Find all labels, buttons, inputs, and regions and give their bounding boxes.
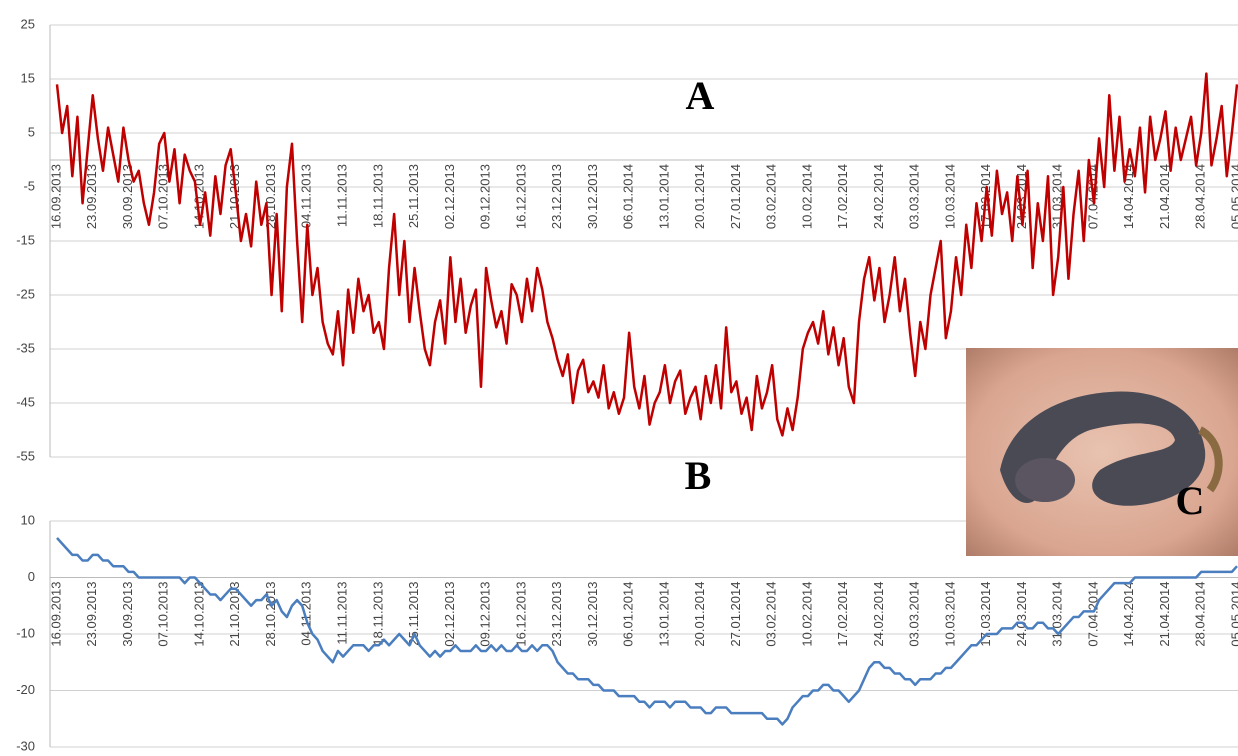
panel-label: C	[1176, 478, 1205, 523]
x-tick-label: 03.02.2014	[764, 582, 779, 647]
y-tick-label: -45	[16, 394, 35, 409]
x-tick-label: 10.02.2014	[799, 582, 814, 647]
x-tick-label: 13.01.2014	[656, 164, 671, 229]
x-tick-label: 07.10.2013	[156, 582, 171, 647]
x-tick-label: 16.09.2013	[48, 164, 63, 229]
x-tick-label: 16.12.2013	[513, 164, 528, 229]
x-tick-label: 09.12.2013	[478, 582, 493, 647]
y-tick-label: 5	[28, 124, 35, 139]
x-tick-label: 03.03.2014	[907, 164, 922, 229]
x-tick-label: 23.09.2013	[84, 582, 99, 647]
x-tick-label: 20.01.2014	[692, 582, 707, 647]
x-tick-label: 10.03.2014	[942, 164, 957, 229]
x-tick-label: 02.12.2013	[442, 164, 457, 229]
x-tick-label: 14.10.2013	[191, 582, 206, 647]
y-tick-label: -10	[16, 625, 35, 640]
x-tick-label: 02.12.2013	[442, 582, 457, 647]
x-tick-label: 13.01.2014	[656, 582, 671, 647]
y-tick-label: -15	[16, 232, 35, 247]
x-tick-label: 06.01.2014	[621, 582, 636, 647]
y-tick-label: 25	[21, 16, 35, 31]
x-tick-label: 21.04.2014	[1157, 582, 1172, 647]
x-tick-label: 14.04.2014	[1121, 582, 1136, 647]
x-tick-label: 24.02.2014	[871, 582, 886, 647]
x-tick-label: 18.11.2013	[370, 164, 385, 228]
figure: 25 15 5 -5 -15 -25 -35 -45 -55 16.09.2013 23.09.20…	[0, 0, 1238, 756]
x-tick-label: 16.12.2013	[513, 582, 528, 647]
y-tick-label: -20	[16, 682, 35, 697]
x-tick-label: 27.01.2014	[728, 582, 743, 647]
salamander-head	[1015, 458, 1075, 502]
panel-label: B	[685, 453, 712, 498]
x-tick-label: 11.11.2013	[334, 582, 349, 645]
x-tick-label: 20.01.2014	[692, 164, 707, 229]
x-tick-label: 25.11.2013	[406, 164, 421, 228]
x-tick-label: 10.02.2014	[799, 164, 814, 229]
x-tick-label: 07.04.2014	[1085, 582, 1100, 647]
x-tick-label: 30.12.2013	[585, 164, 600, 229]
x-tick-label: 04.11.2013	[299, 164, 314, 228]
x-tick-label: 03.03.2014	[907, 582, 922, 647]
x-tick-label: 05.05.2014	[1228, 582, 1238, 647]
x-tick-label: 10.03.2014	[942, 582, 957, 647]
x-tick-label: 24.02.2014	[871, 164, 886, 229]
x-tick-label: 04.11.2013	[299, 582, 314, 646]
x-tick-label: 28.04.2014	[1193, 164, 1208, 229]
x-tick-label: 30.09.2013	[120, 582, 135, 647]
x-tick-label: 16.09.2013	[48, 582, 63, 647]
x-tick-label: 06.01.2014	[621, 164, 636, 229]
x-tick-label: 28.04.2014	[1193, 582, 1208, 647]
y-tick-label: -35	[16, 340, 35, 355]
x-tick-label: 23.12.2013	[549, 164, 564, 229]
x-tick-label: 09.12.2013	[478, 164, 493, 229]
x-tick-label: 17.02.2014	[835, 164, 850, 229]
x-tick-label: 11.11.2013	[334, 164, 349, 227]
salamander-photo	[966, 348, 1238, 556]
x-tick-label: 23.12.2013	[549, 582, 564, 647]
x-tick-label: 17.02.2014	[835, 582, 850, 647]
x-tick-label: 03.02.2014	[764, 164, 779, 229]
x-tick-label: 18.11.2013	[370, 582, 385, 646]
x-tick-label: 31.03.2014	[1050, 582, 1065, 647]
y-tick-label: 15	[21, 70, 35, 85]
x-tick-label: 30.12.2013	[585, 582, 600, 647]
y-tick-label: -25	[16, 286, 35, 301]
x-tick-label: 21.04.2014	[1157, 164, 1172, 229]
panel-label: A	[686, 73, 715, 118]
y-tick-label: 0	[28, 569, 35, 584]
y-tick-label: -30	[16, 738, 35, 753]
x-tick-label: 28.10.2013	[263, 582, 278, 647]
y-tick-label: -5	[23, 178, 35, 193]
y-tick-label: 10	[21, 512, 35, 527]
x-tick-label: 05.05.2014	[1228, 164, 1238, 229]
y-tick-label: -55	[16, 448, 35, 463]
x-tick-label: 24.03.2014	[1014, 582, 1029, 647]
x-tick-label: 27.01.2014	[728, 164, 743, 229]
